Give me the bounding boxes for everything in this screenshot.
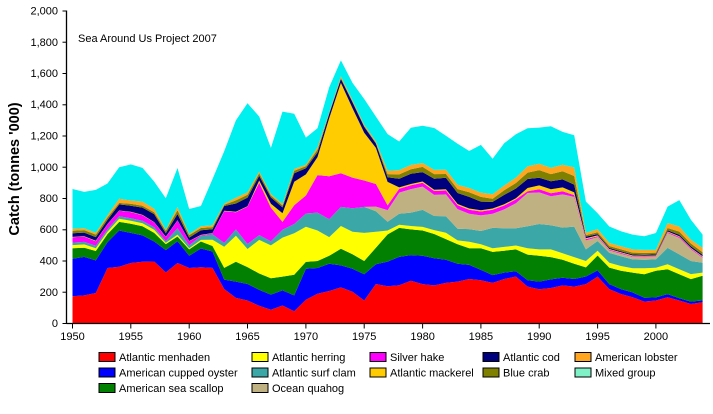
svg-text:1980: 1980: [410, 331, 434, 343]
svg-text:200: 200: [40, 287, 58, 299]
svg-text:American lobster: American lobster: [595, 352, 678, 364]
svg-text:Catch (tonnes '000): Catch (tonnes '000): [7, 102, 23, 235]
svg-text:1,800: 1,800: [30, 37, 58, 49]
svg-text:Atlantic surf clam: Atlantic surf clam: [272, 368, 356, 380]
svg-text:1960: 1960: [177, 331, 201, 343]
svg-text:1995: 1995: [585, 331, 609, 343]
svg-text:1990: 1990: [527, 331, 551, 343]
svg-text:400: 400: [40, 256, 58, 268]
svg-text:1975: 1975: [352, 331, 376, 343]
svg-text:1,200: 1,200: [30, 131, 58, 143]
svg-text:1,000: 1,000: [30, 162, 58, 174]
svg-text:1,400: 1,400: [30, 99, 58, 111]
svg-text:Ocean quahog: Ocean quahog: [272, 383, 344, 395]
svg-text:1970: 1970: [294, 331, 318, 343]
svg-text:Atlantic menhaden: Atlantic menhaden: [119, 352, 210, 364]
svg-text:Mixed group: Mixed group: [595, 368, 656, 380]
svg-text:American cupped oyster: American cupped oyster: [119, 368, 238, 380]
svg-text:Atlantic mackerel: Atlantic mackerel: [390, 368, 474, 380]
svg-text:Silver hake: Silver hake: [390, 352, 444, 364]
svg-text:1955: 1955: [119, 331, 143, 343]
svg-text:Sea Around Us Project 2007: Sea Around Us Project 2007: [78, 33, 217, 45]
svg-text:2000: 2000: [644, 331, 668, 343]
svg-text:Atlantic cod: Atlantic cod: [503, 352, 560, 364]
svg-text:1985: 1985: [469, 331, 493, 343]
svg-text:1965: 1965: [235, 331, 259, 343]
svg-text:1950: 1950: [60, 331, 84, 343]
svg-text:Atlantic herring: Atlantic herring: [272, 352, 345, 364]
svg-text:1,600: 1,600: [30, 68, 58, 80]
svg-text:American sea scallop: American sea scallop: [119, 383, 224, 395]
svg-text:600: 600: [40, 224, 58, 236]
svg-text:800: 800: [40, 193, 58, 205]
svg-text:Blue crab: Blue crab: [503, 368, 549, 380]
svg-text:0: 0: [52, 318, 58, 330]
svg-text:2,000: 2,000: [30, 6, 58, 18]
